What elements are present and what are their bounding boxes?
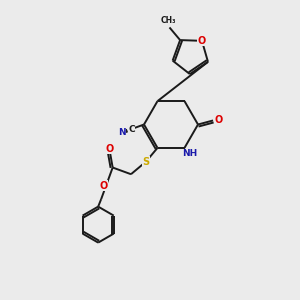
Text: O: O: [215, 116, 223, 125]
Text: O: O: [100, 181, 108, 191]
Text: O: O: [106, 144, 114, 154]
Text: O: O: [198, 36, 206, 46]
Text: CH₃: CH₃: [160, 16, 176, 25]
Text: S: S: [142, 157, 149, 167]
Text: NH: NH: [182, 149, 197, 158]
Text: N: N: [118, 128, 125, 137]
Text: C: C: [128, 124, 135, 134]
